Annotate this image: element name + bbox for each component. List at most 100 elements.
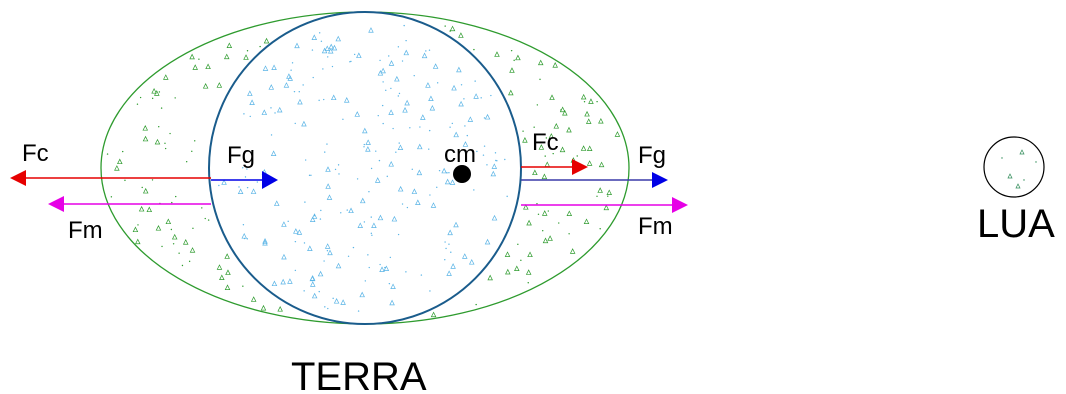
texture-mark: [517, 243, 519, 246]
texture-mark: [379, 59, 381, 62]
texture-mark: [172, 243, 175, 245]
texture-mark: [580, 145, 587, 151]
texture-mark: [291, 62, 294, 64]
texture-mark: [532, 169, 538, 176]
texture-mark: [142, 135, 149, 142]
texture-mark: [428, 49, 431, 51]
texture-mark: [331, 65, 334, 68]
texture-mark: [382, 81, 384, 83]
texture-mark: [274, 112, 276, 114]
texture-mark: [468, 258, 475, 265]
texture-mark: [504, 251, 511, 257]
texture-mark: [260, 304, 267, 311]
texture-mark: [297, 98, 303, 105]
texture-mark: [436, 186, 438, 189]
texture-mark: [411, 168, 413, 170]
texture-mark: [522, 130, 524, 132]
texture-mark: [218, 184, 220, 187]
texture-mark: [304, 159, 307, 161]
texture-mark: [506, 195, 508, 198]
fg-right-label: Fg: [638, 142, 666, 169]
texture-mark: [445, 247, 447, 250]
texture-mark: [491, 163, 498, 169]
texture-mark: [277, 306, 283, 312]
texture-mark: [287, 278, 293, 284]
texture-mark: [202, 83, 209, 89]
texture-mark: [446, 172, 448, 174]
texture-mark: [327, 249, 333, 256]
texture-mark: [548, 133, 555, 139]
texture-mark: [138, 205, 145, 212]
texture-mark: [287, 75, 293, 81]
texture-mark: [580, 93, 587, 100]
texture-mark: [327, 56, 329, 58]
texture-mark: [526, 219, 532, 226]
texture-mark: [533, 126, 535, 128]
texture-mark: [327, 307, 329, 310]
moon-label: LUA: [977, 202, 1055, 246]
texture-mark: [527, 282, 529, 284]
texture-mark: [538, 144, 545, 150]
texture-mark: [194, 140, 196, 142]
texture-mark: [281, 253, 287, 260]
texture-mark: [425, 50, 427, 52]
texture-mark: [139, 96, 142, 99]
fc-left-label: Fc: [22, 140, 49, 167]
texture-mark: [224, 253, 230, 259]
texture-mark: [283, 82, 290, 88]
texture-mark: [487, 274, 493, 281]
texture-mark: [273, 200, 280, 206]
texture-mark: [390, 87, 392, 90]
texture-mark: [262, 239, 268, 246]
texture-mark: [385, 89, 387, 92]
texture-mark: [205, 63, 211, 70]
texture-mark: [552, 152, 554, 155]
texture-mark: [476, 150, 478, 153]
texture-mark: [158, 91, 161, 93]
texture-mark: [462, 141, 469, 147]
texture-mark: [270, 134, 273, 136]
texture-mark: [271, 280, 278, 287]
texture-mark: [525, 269, 532, 275]
texture-mark: [325, 166, 331, 172]
texture-mark: [568, 233, 570, 235]
texture-mark: [302, 84, 304, 86]
fm-right-arrowhead-icon: [672, 197, 688, 213]
texture-mark: [198, 58, 200, 60]
texture-mark: [192, 64, 198, 70]
texture-mark: [391, 215, 398, 222]
texture-mark: [496, 160, 498, 162]
texture-mark: [585, 118, 592, 124]
texture-mark: [310, 174, 312, 176]
texture-mark: [495, 159, 497, 162]
texture-mark: [326, 143, 328, 145]
texture-mark: [415, 199, 421, 205]
texture-mark: [110, 196, 113, 198]
texture-mark: [359, 197, 366, 204]
moon-circle: [983, 136, 1045, 198]
texture-mark: [158, 126, 160, 128]
texture-mark: [349, 61, 351, 63]
texture-mark: [515, 54, 521, 61]
texture-mark: [216, 82, 223, 88]
texture-mark: [588, 98, 594, 104]
texture-mark: [242, 285, 244, 287]
texture-mark: [510, 49, 513, 52]
texture-mark: [444, 25, 446, 27]
fc-right-label: Fc: [532, 129, 559, 156]
texture-mark: [185, 160, 188, 163]
texture-mark: [326, 250, 329, 252]
texture-mark: [247, 90, 253, 96]
texture-mark: [363, 143, 365, 146]
texture-mark: [320, 40, 323, 42]
texture-mark: [377, 114, 379, 117]
texture-mark: [449, 179, 456, 185]
texture-mark: [368, 27, 374, 33]
texture-mark: [319, 218, 322, 220]
texture-mark: [294, 122, 296, 125]
texture-mark: [192, 227, 194, 230]
texture-mark: [352, 246, 355, 249]
texture-mark: [606, 189, 613, 195]
earth-texture: [218, 24, 508, 312]
